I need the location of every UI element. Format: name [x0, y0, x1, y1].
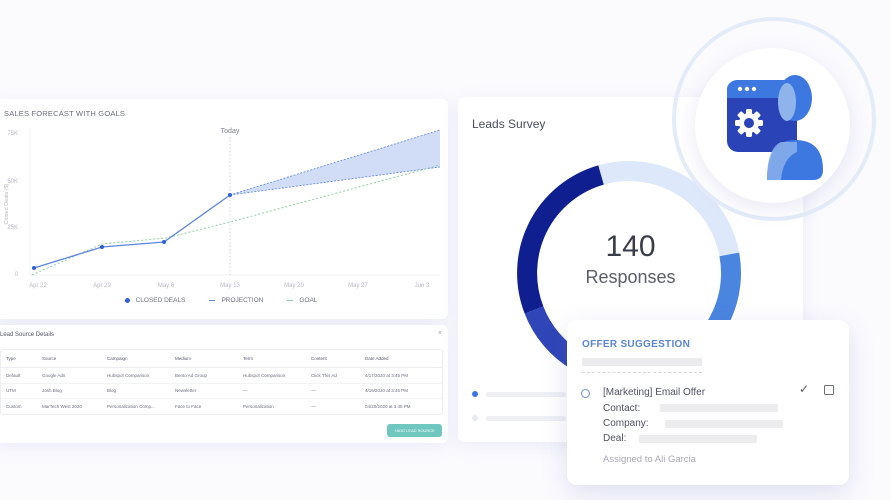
total-responses: 140	[605, 230, 656, 263]
deal-value	[639, 435, 757, 443]
responses-label: Responses	[585, 267, 676, 287]
y-tick: 75K	[7, 131, 18, 137]
x-tick: Apr 22	[29, 283, 47, 289]
close-icon[interactable]: ×	[437, 330, 442, 337]
table-row[interactable]: Custom MarTech West 2020 Personalization…	[6, 403, 411, 409]
dash-icon	[287, 300, 294, 301]
offer-title: OFFER SUGGESTION	[582, 339, 691, 350]
assigned-to: Assigned to Ali Garcia	[603, 454, 696, 465]
contact-value	[660, 404, 778, 412]
company-value	[665, 420, 783, 428]
column-header[interactable]: Date Added	[365, 356, 389, 361]
table-row[interactable]: Default Google Ads Hubspot Comparison Be…	[1, 368, 442, 384]
column-header[interactable]: Content	[311, 356, 327, 361]
decorative-halo	[672, 17, 876, 221]
add-lead-source-button[interactable]: +ADD LEAD SOURCE	[387, 424, 442, 437]
chart-legend: CLOSED DEALS PROJECTION GOAL	[0, 297, 448, 304]
sales-forecast-chart: 75K 50K 25K 0 Closed Deals ($) Apr 22 Ap…	[4, 128, 441, 289]
company-label: Company:	[603, 418, 649, 429]
column-header[interactable]: Term	[243, 356, 253, 361]
x-tick: May 13	[220, 283, 240, 289]
legend-projection[interactable]: PROJECTION	[209, 297, 263, 304]
table-header: Type Source Campaign Medium Term Content…	[1, 350, 442, 368]
column-header[interactable]: Source	[42, 356, 57, 361]
y-tick: 25K	[7, 225, 18, 231]
column-header[interactable]: Medium	[175, 356, 192, 361]
x-tick: May 6	[158, 283, 175, 289]
today-label: Today	[221, 128, 240, 135]
legend-goal[interactable]: GOAL	[287, 297, 317, 304]
x-tick: Apr 29	[93, 283, 111, 289]
offer-suggestion-card: OFFER SUGGESTION [Marketing] Email Offer…	[567, 320, 849, 485]
lead-source-card: Lead Source Details × Type Source Campai…	[0, 325, 448, 443]
chart-title: SALES FORECAST WITH GOALS	[4, 109, 126, 118]
lead-source-title: Lead Source Details	[0, 332, 55, 338]
note-icon[interactable]	[824, 385, 834, 395]
sales-forecast-card: SALES FORECAST WITH GOALS 75K 50K 25K 0 …	[0, 99, 448, 319]
offer-name: [Marketing] Email Offer	[603, 387, 706, 398]
y-axis-label: Closed Deals ($)	[4, 183, 10, 224]
deal-label: Deal:	[603, 433, 627, 444]
closed-deals-line	[33, 194, 231, 269]
column-header[interactable]: Type	[6, 356, 16, 361]
app-icon-badge	[695, 48, 850, 203]
survey-legend-item[interactable]	[472, 415, 566, 421]
survey-title: Leads Survey	[472, 117, 546, 131]
x-tick: May 20	[284, 283, 304, 289]
x-tick: May 27	[348, 283, 368, 289]
divider	[582, 372, 702, 373]
survey-legend-item[interactable]	[472, 391, 566, 397]
y-tick: 0	[15, 272, 19, 278]
bullet-icon	[472, 415, 478, 421]
bullet-icon	[472, 391, 478, 397]
donut-segment[interactable]	[517, 165, 604, 314]
dot-icon	[124, 298, 130, 303]
settings-user-icon	[727, 75, 823, 180]
lead-source-table: Type Source Campaign Medium Term Content…	[0, 349, 443, 415]
column-header[interactable]: Campaign	[107, 356, 128, 361]
contact-label: Contact:	[603, 403, 641, 414]
legend-closed-deals[interactable]: CLOSED DEALS	[124, 297, 185, 304]
offer-radio[interactable]	[581, 389, 590, 398]
check-icon[interactable]: ✓	[799, 382, 810, 396]
y-tick: 50K	[7, 179, 18, 185]
x-tick: Jun 3	[415, 283, 430, 289]
placeholder-bar	[582, 358, 702, 366]
goal-line	[31, 164, 441, 276]
dash-icon	[209, 300, 216, 301]
table-row[interactable]: UTM Josh Blog Blog Newsletter — — 4/16/2…	[1, 384, 442, 399]
